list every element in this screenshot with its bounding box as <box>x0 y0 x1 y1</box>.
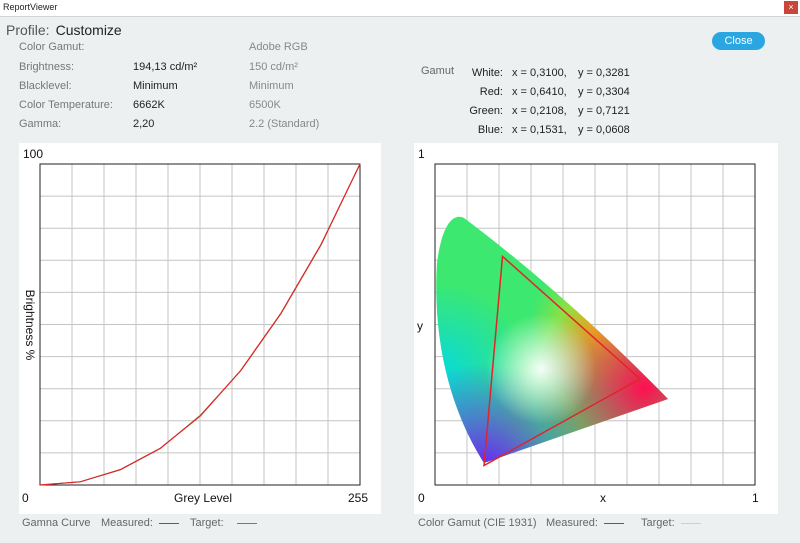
gamut-row-y: y = 0,0608 <box>578 124 630 136</box>
info-value-brightness: 194,13 cd/m² <box>133 61 198 73</box>
gamma-y-max-label: 100 <box>23 147 44 161</box>
info-value-blacklevel: Minimum <box>133 80 178 92</box>
gamma-chart-caption: Gamna Curve <box>22 517 91 529</box>
gamma-measured-line <box>39 163 361 486</box>
cie-chart-caption: Color Gamut (CIE 1931) <box>418 517 537 529</box>
gamma-x-max-label: 255 <box>348 491 369 505</box>
info-target-blacklevel: Minimum <box>249 80 294 92</box>
info-target-gamut: Adobe RGB <box>249 41 308 53</box>
cie-measured-triangle <box>483 254 642 467</box>
gamut-row-name: Red: <box>479 86 503 98</box>
window-close-icon[interactable]: × <box>784 1 798 14</box>
gamut-row-x: x = 0,2108, <box>512 105 567 117</box>
info-target-brightness: 150 cd/m² <box>249 61 298 73</box>
profile-value: Customize <box>55 22 122 38</box>
cie-chart <box>434 163 756 486</box>
cie-x-max-label: 1 <box>752 491 759 505</box>
gamma-x-axis-title: Grey Level <box>174 491 233 505</box>
cie-target-legend-label: Target: <box>641 517 675 529</box>
info-label-blacklevel: Blacklevel: <box>19 80 72 92</box>
gamut-row-y: y = 0,3304 <box>578 86 630 98</box>
gamma-measured-legend-swatch <box>159 523 179 524</box>
gamma-measured-legend-label: Measured: <box>101 517 153 529</box>
profile-heading: Profile: Customize <box>6 22 122 38</box>
info-label-brightness: Brightness: <box>19 61 75 73</box>
gamut-label: Gamut <box>421 65 455 77</box>
gamma-x-min-label: 0 <box>22 491 29 505</box>
gamut-row-x: x = 0,6410, <box>512 86 567 98</box>
gamut-row-x: x = 0,1531, <box>512 124 567 136</box>
gamma-target-legend-swatch <box>237 523 257 524</box>
info-label-gamut: Color Gamut: <box>19 41 85 53</box>
gamma-chart <box>39 163 361 486</box>
cie-measured-legend-label: Measured: <box>546 517 598 529</box>
gamut-row-y: y = 0,3281 <box>578 67 630 79</box>
cie-y-axis-title: y <box>417 319 423 333</box>
title-bar: ReportViewer × <box>0 0 800 17</box>
info-label-gamma: Gamma: <box>19 118 62 130</box>
gamut-row-name: White: <box>471 67 503 79</box>
cie-y-max-label: 1 <box>418 147 425 161</box>
cie-chart-panel: 1 0 1 x y <box>414 143 778 514</box>
cie-measured-legend-swatch <box>604 523 624 524</box>
cie-target-legend-swatch <box>681 523 701 524</box>
cie-plot-frame <box>434 163 756 486</box>
gamma-y-axis-title: Brightness % <box>23 289 37 361</box>
gamma-plot-frame <box>39 163 361 486</box>
close-button[interactable]: Close <box>712 32 765 50</box>
info-label-color-temperature: Color Temperature: <box>19 99 113 111</box>
window-title: ReportViewer <box>3 2 58 12</box>
gamut-row-y: y = 0,7121 <box>578 105 630 117</box>
info-value-color-temperature: 6662K <box>133 99 165 111</box>
gamut-row-x: x = 0,3100, <box>512 67 567 79</box>
gamma-target-legend-label: Target: <box>190 517 224 529</box>
info-target-gamma: 2.2 (Standard) <box>249 118 320 130</box>
info-target-color-temperature: 6500K <box>249 99 281 111</box>
profile-label: Profile: <box>6 22 50 38</box>
gamma-chart-panel: 100 0 255 Grey Level Brightness % <box>19 143 381 514</box>
info-value-gamma: 2,20 <box>133 118 155 130</box>
cie-x-min-label: 0 <box>418 491 425 505</box>
gamut-row-name: Green: <box>469 105 503 117</box>
cie-x-axis-title: x <box>600 491 606 505</box>
gamma-grid <box>40 164 360 485</box>
gamut-row-name: Blue: <box>477 124 503 136</box>
